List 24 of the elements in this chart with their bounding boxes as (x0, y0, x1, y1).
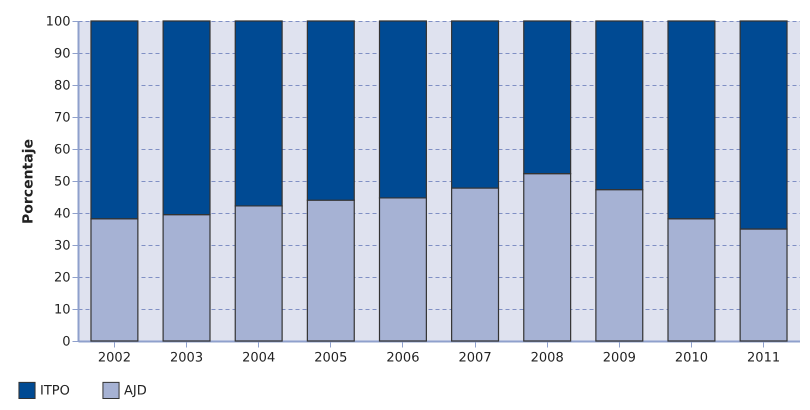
y-tick-label: 70 (54, 110, 70, 126)
y-tick-label: 90 (54, 46, 70, 62)
y-tick-label: 30 (54, 238, 70, 254)
y-axis-title: Porcentaje (20, 139, 37, 224)
y-tick-label: 80 (54, 78, 70, 94)
y-tick-label: 60 (54, 142, 70, 158)
x-tick-label: 2003 (170, 350, 204, 366)
x-tick-label: 2010 (674, 350, 708, 366)
x-tick-label: 2004 (242, 350, 276, 366)
x-tick-label: 2002 (98, 350, 131, 366)
y-tick-label: 50 (54, 174, 70, 190)
x-tick-label: 2007 (458, 350, 492, 366)
y-tick-label: 100 (46, 14, 70, 30)
x-tick-label: 2009 (602, 350, 636, 366)
y-tick-label: 20 (54, 270, 70, 286)
y-tick-label: 40 (54, 206, 70, 222)
y-tick-label: 0 (62, 334, 70, 350)
legend-label: ITPO (40, 383, 70, 398)
x-tick-label: 2006 (386, 350, 420, 366)
legend-label: AJD (124, 383, 147, 398)
y-tick-label: 10 (54, 302, 70, 318)
x-tick-label: 2011 (747, 350, 780, 366)
x-tick-label: 2008 (530, 350, 564, 366)
x-tick-label: 2005 (314, 350, 348, 366)
